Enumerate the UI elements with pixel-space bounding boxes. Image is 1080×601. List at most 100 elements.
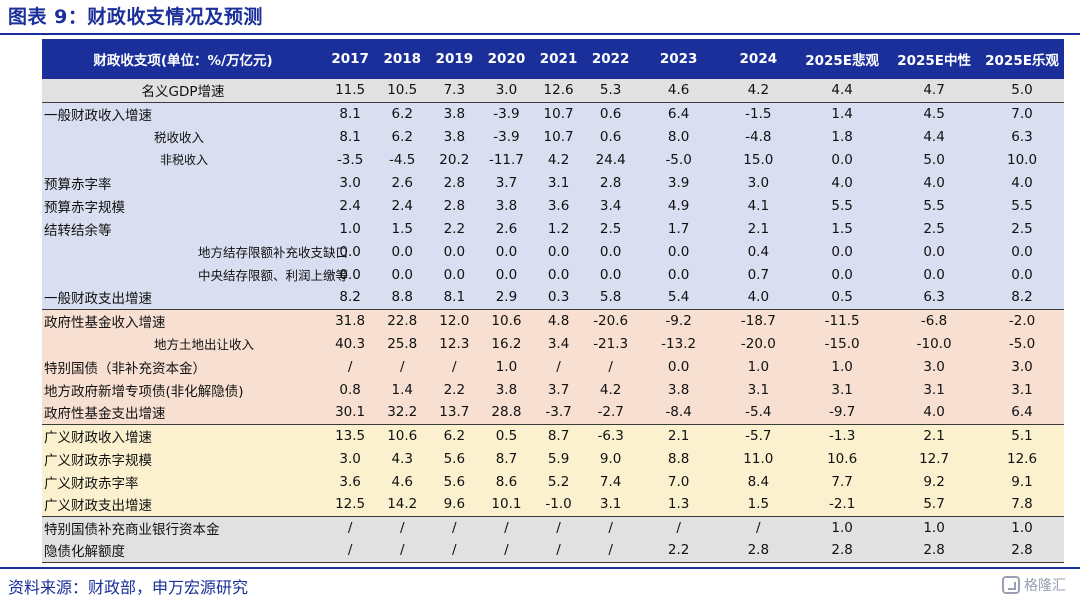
table-cell: / bbox=[720, 515, 797, 539]
table-cell: / bbox=[584, 539, 637, 563]
table-cell: 0.0 bbox=[584, 240, 637, 263]
table-cell: 9.6 bbox=[428, 493, 481, 516]
table-cell: 8.8 bbox=[376, 286, 429, 309]
table-cell: 2.5 bbox=[980, 217, 1064, 240]
table-cell: / bbox=[428, 539, 481, 563]
table-cell: 7.0 bbox=[636, 470, 721, 493]
table-cell: 13.5 bbox=[324, 423, 377, 447]
footer-divider bbox=[0, 567, 1080, 569]
table-cell: 1.5 bbox=[720, 493, 797, 516]
table-cell: 5.1 bbox=[980, 423, 1064, 447]
table-cell: 0.5 bbox=[796, 286, 889, 309]
table-cell: 1.4 bbox=[376, 378, 429, 401]
table-cell: 9.0 bbox=[584, 447, 637, 470]
table-cell: 3.1 bbox=[796, 378, 889, 401]
table-cell: 30.1 bbox=[324, 401, 377, 424]
table-row: 特别国债（非补充资本金） / //1.0//0.0 1.0 1.0 3.0 3.0 bbox=[42, 355, 1064, 378]
table-cell: 7.8 bbox=[980, 493, 1064, 516]
table-cell: -3.9 bbox=[480, 125, 533, 148]
table-cell: -1.0 bbox=[532, 493, 585, 516]
row-label: 一般财政收入增速 bbox=[42, 101, 325, 125]
table-cell: 5.8 bbox=[584, 286, 637, 309]
table-cell: -18.7 bbox=[720, 308, 797, 332]
table-cell: 3.4 bbox=[584, 194, 637, 217]
table-cell: 3.1 bbox=[980, 378, 1064, 401]
table-row: 地方结存限额补充收支缺口 0.0 0.0 0.0 0.0 0.0 0.0 0.0 0.4 0.0 0… bbox=[42, 240, 1064, 263]
row-label: 政府性基金收入增速 bbox=[42, 308, 325, 332]
table-cell: 4.0 bbox=[720, 286, 797, 309]
table-cell: 1.5 bbox=[796, 217, 889, 240]
table-cell: 4.6 bbox=[376, 470, 429, 493]
table-cell: 10.7 bbox=[532, 101, 585, 125]
table-cell: -5.0 bbox=[636, 148, 721, 171]
table-cell: 5.9 bbox=[532, 447, 585, 470]
table-cell: 1.0 bbox=[796, 355, 889, 378]
table-cell: 0.0 bbox=[980, 240, 1064, 263]
table-cell: 11.0 bbox=[720, 447, 797, 470]
table-cell: 6.3 bbox=[888, 286, 981, 309]
table-cell: 1.0 bbox=[796, 515, 889, 539]
header-cell: 2021 bbox=[532, 39, 585, 79]
table-cell: 5.4 bbox=[636, 286, 721, 309]
table-cell: -6.8 bbox=[888, 308, 981, 332]
row-label: 政府性基金支出增速 bbox=[42, 401, 325, 424]
table-cell: 31.8 bbox=[324, 308, 377, 332]
row-label: 预算赤字率 bbox=[42, 171, 325, 194]
table-cell: 2.6 bbox=[376, 171, 429, 194]
table-cell: 1.0 bbox=[324, 217, 377, 240]
table-cell: 28.8 bbox=[480, 401, 533, 424]
table-row: 结转结余等 1.0 1.5 2.2 2.6 1.2 2.5 1.7 2.1 1.5 2.5 2.5 bbox=[42, 217, 1064, 240]
header-cell: 财政收支项(单位：%/万亿元) bbox=[42, 39, 325, 79]
row-label: 广义财政赤字规模 bbox=[42, 447, 325, 470]
table-cell: 4.3 bbox=[376, 447, 429, 470]
table-cell: 3.0 bbox=[720, 171, 797, 194]
header-cell: 2025E悲观 bbox=[796, 39, 889, 79]
row-label: 名义GDP增速 bbox=[42, 79, 325, 102]
source-note: 资料来源：财政部，申万宏源研究 bbox=[8, 578, 249, 597]
table-cell: 8.7 bbox=[480, 447, 533, 470]
table-cell: 3.0 bbox=[324, 171, 377, 194]
table-cell: 2.5 bbox=[584, 217, 637, 240]
table-row: 广义财政赤字率 3.6 4.6 5.6 8.6 5.2 7.4 7.0 8.4 7.7 9.2 9.1 bbox=[42, 470, 1064, 493]
table-row: 中央结存限额、利润上缴等 0.0 0.0 0.0 0.0 0.0 0.0 0.0 0.7 0.0 0… bbox=[42, 263, 1064, 286]
table-cell: 2.8 bbox=[720, 539, 797, 563]
table-cell: -3.7 bbox=[532, 401, 585, 424]
table-cell: 0.0 bbox=[376, 240, 429, 263]
table-cell: 6.3 bbox=[980, 125, 1064, 148]
row-label: 特别国债（非补充资本金） bbox=[42, 355, 325, 378]
table-row: 一般财政支出增速 8.2 8.8 8.1 2.9 0.3 5.8 5.4 4.0 0.5 6.3 8.… bbox=[42, 286, 1064, 309]
table-cell: 2.9 bbox=[480, 286, 533, 309]
table-cell: / bbox=[480, 515, 533, 539]
table-cell: / bbox=[376, 355, 429, 378]
table-cell: 5.0 bbox=[980, 79, 1064, 102]
row-label: 隐债化解额度 bbox=[42, 539, 325, 563]
table-cell: 4.2 bbox=[532, 148, 585, 171]
fiscal-table-container: 财政收支项(单位：%/万亿元) 2017 2018 2019 2020 2021… bbox=[42, 39, 1064, 563]
header-cell: 2017 bbox=[324, 39, 377, 79]
table-cell: 8.8 bbox=[636, 447, 721, 470]
table-cell: 3.4 bbox=[532, 332, 585, 355]
table-cell: 3.8 bbox=[428, 125, 481, 148]
table-row: 特别国债补充商业银行资本金 / / / / / / //1.0 1.0 1.0 bbox=[42, 515, 1064, 539]
table-cell: 3.8 bbox=[636, 378, 721, 401]
header-cell: 2025E中性 bbox=[888, 39, 981, 79]
table-cell: / bbox=[324, 515, 377, 539]
table-cell: 2.4 bbox=[376, 194, 429, 217]
table-cell: 0.0 bbox=[532, 240, 585, 263]
table-cell: 3.0 bbox=[324, 447, 377, 470]
table-cell: 8.0 bbox=[636, 125, 721, 148]
table-cell: 0.0 bbox=[888, 240, 981, 263]
table-cell: 11.5 bbox=[324, 79, 377, 102]
table-cell: 7.0 bbox=[980, 101, 1064, 125]
table-cell: 5.7 bbox=[888, 493, 981, 516]
table-cell: 4.7 bbox=[888, 79, 981, 102]
table-cell: -3.5 bbox=[324, 148, 377, 171]
table-cell: 6.4 bbox=[636, 101, 721, 125]
table-row: 隐债化解额度 / / / / //2.2 2.8 2.8 2.8 2.8 bbox=[42, 539, 1064, 563]
table-cell: 2.8 bbox=[428, 194, 481, 217]
row-label: 非税收入 bbox=[42, 148, 325, 171]
table-cell: 1.0 bbox=[480, 355, 533, 378]
table-cell: 10.1 bbox=[480, 493, 533, 516]
table-cell: 0.0 bbox=[480, 240, 533, 263]
table-cell: -2.7 bbox=[584, 401, 637, 424]
